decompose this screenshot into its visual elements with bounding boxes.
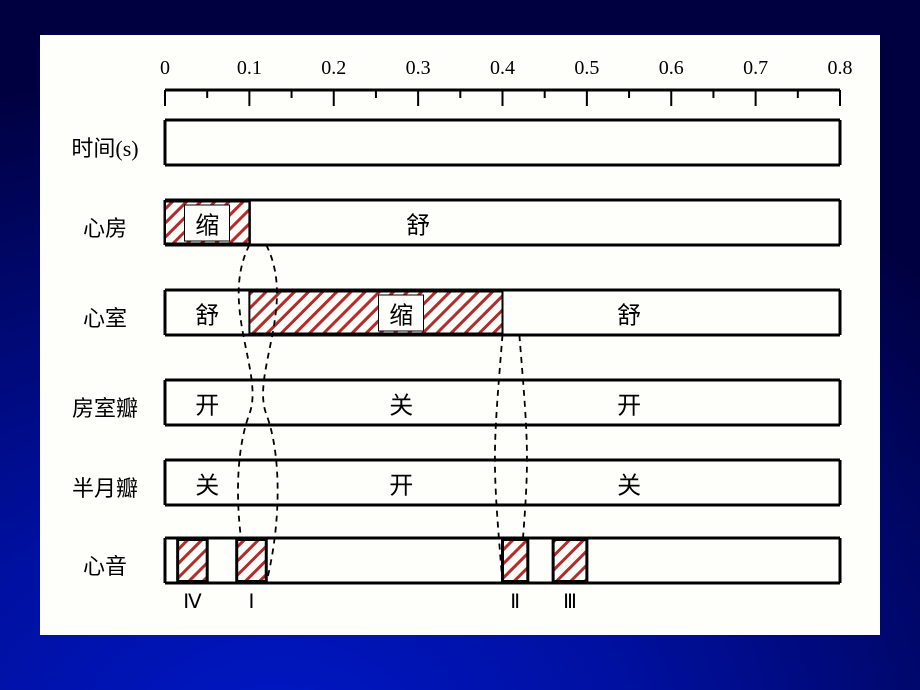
segment-av_valve-开: 开 [191, 385, 223, 420]
heart-sound-I: Ⅰ [249, 589, 255, 614]
axis-tick-0.7: 0.7 [743, 57, 768, 80]
segment-ventricle-舒: 舒 [191, 295, 223, 330]
axis-tick-0.6: 0.6 [659, 57, 684, 80]
segment-atrium-缩: 缩 [184, 204, 230, 241]
axis-tick-0.2: 0.2 [321, 57, 346, 80]
segment-ventricle-舒: 舒 [613, 295, 645, 330]
segment-atrium-舒: 舒 [402, 205, 434, 240]
axis-tick-0.1: 0.1 [237, 57, 262, 80]
diagram-card: 00.10.20.30.40.50.60.70.8时间(s)心房缩舒心室舒缩舒房… [40, 35, 880, 635]
row-label-sl_valve: 半月瓣 [50, 471, 160, 503]
row-label-time: 时间(s) [50, 131, 160, 163]
axis-tick-0.5: 0.5 [574, 57, 599, 80]
axis-tick-0.8: 0.8 [828, 57, 853, 80]
segment-av_valve-关: 关 [385, 385, 417, 420]
row-label-sounds: 心音 [50, 549, 160, 581]
segment-ventricle-缩: 缩 [378, 294, 424, 331]
axis-tick-0.4: 0.4 [490, 57, 515, 80]
segment-sl_valve-关: 关 [613, 465, 645, 500]
row-label-atrium: 心房 [50, 211, 160, 243]
heart-sound-IV: Ⅳ [183, 589, 201, 614]
row-label-av_valve: 房室瓣 [50, 391, 160, 423]
row-label-ventricle: 心室 [50, 301, 160, 333]
axis-tick-0.3: 0.3 [406, 57, 431, 80]
heart-sound-III: Ⅲ [563, 589, 577, 614]
segment-sl_valve-关: 关 [191, 465, 223, 500]
axis-tick-0: 0 [160, 57, 170, 80]
heart-sound-II: Ⅱ [510, 589, 520, 614]
segment-av_valve-开: 开 [613, 385, 645, 420]
segment-sl_valve-开: 开 [385, 465, 417, 500]
